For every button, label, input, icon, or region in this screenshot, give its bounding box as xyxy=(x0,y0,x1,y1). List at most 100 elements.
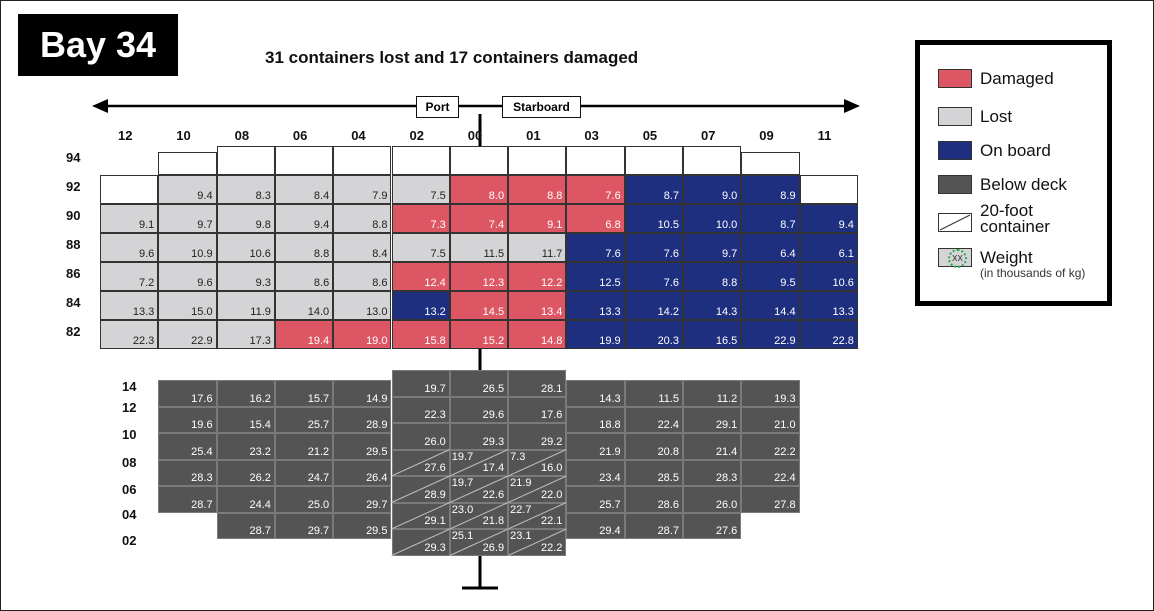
below-deck-container: 23.4 xyxy=(566,459,625,486)
below-deck-container: 22.3 xyxy=(391,396,450,423)
below-deck-container: 24.7 xyxy=(274,459,334,486)
below-deck-container: 28.9 xyxy=(391,476,450,503)
below-deck-container: 26.4 xyxy=(333,459,392,486)
below-deck-container: 28.7 xyxy=(216,512,275,539)
container-cell: 12.5 xyxy=(566,262,625,291)
arrow-left-head xyxy=(92,99,108,113)
container-cell: 14.5 xyxy=(449,291,509,320)
below-deck-container: 26.0 xyxy=(683,486,742,513)
below-deck-container: 17.6 xyxy=(508,396,567,423)
container-cell: 7.6 xyxy=(624,233,683,262)
container-cell: 9.1 xyxy=(508,204,567,233)
below-deck-container: 14.9 xyxy=(333,380,392,407)
below-deck-container: 29.7 xyxy=(274,512,334,539)
below-deck-container: 22.4 xyxy=(624,406,683,433)
container-slot xyxy=(508,146,567,175)
container-slot xyxy=(449,146,509,175)
column-label: 04 xyxy=(351,128,366,143)
below-deck-container: 17.6 xyxy=(158,380,217,407)
tier-label: 94 xyxy=(66,150,81,165)
container-cell: 7.6 xyxy=(566,175,625,204)
container-cell: 14.4 xyxy=(741,291,800,320)
container-cell: 22.8 xyxy=(799,320,858,349)
container-cell xyxy=(799,175,858,204)
below-deck-container: 25.7 xyxy=(274,406,334,433)
below-deck-container: 24.4 xyxy=(216,486,275,513)
container-cell: 8.9 xyxy=(741,175,800,204)
tier-label: 82 xyxy=(66,324,81,339)
below-deck-container: 28.6 xyxy=(624,486,683,513)
twenty-foot-weight: 22.7 xyxy=(510,503,532,516)
container-cell: 8.4 xyxy=(333,233,392,262)
container-cell: 7.9 xyxy=(333,175,392,204)
column-label: 02 xyxy=(409,128,424,143)
container-cell: 8.8 xyxy=(683,262,742,291)
container-cell: 17.3 xyxy=(216,320,275,349)
container-slot xyxy=(683,146,742,175)
legend-lost-label: Lost xyxy=(980,107,1013,126)
container-slot xyxy=(158,152,217,175)
below-deck-container: 20.8 xyxy=(624,433,683,460)
container-cell: 22.9 xyxy=(741,320,800,349)
below-deck-container: 26.5 xyxy=(449,370,509,397)
tier-label: 92 xyxy=(66,179,81,194)
tier-label: 88 xyxy=(66,237,81,252)
hold-tier-label: 08 xyxy=(122,455,137,470)
below-deck-container: 29.2 xyxy=(508,423,567,450)
container-cell: 15.2 xyxy=(449,320,509,349)
below-deck-container: 25.4 xyxy=(158,433,217,460)
container-cell: 9.6 xyxy=(158,262,217,291)
container-cell xyxy=(100,175,159,204)
below-deck-container: 29.6 xyxy=(449,396,509,423)
twenty-foot-weight: 23.0 xyxy=(451,503,474,516)
container-cell: 9.7 xyxy=(683,233,742,262)
container-cell: 13.3 xyxy=(799,291,858,320)
arrow-right-head xyxy=(844,99,860,113)
below-deck-container: 28.5 xyxy=(624,459,683,486)
container-slot xyxy=(624,146,683,175)
container-cell: 8.3 xyxy=(216,175,275,204)
container-cell: 8.0 xyxy=(449,175,509,204)
container-cell: 14.3 xyxy=(683,291,742,320)
twenty-foot-icon xyxy=(938,213,972,232)
twenty-foot-divider xyxy=(507,475,567,503)
container-cell: 7.4 xyxy=(449,204,509,233)
column-label: 05 xyxy=(642,128,658,143)
below-deck-container: 21.2 xyxy=(274,433,334,460)
below-deck-container: 11.5 xyxy=(624,380,683,407)
container-cell: 14.2 xyxy=(624,291,683,320)
container-cell: 8.6 xyxy=(274,262,334,291)
twenty-foot-divider xyxy=(507,528,567,556)
container-cell: 7.5 xyxy=(391,233,450,262)
container-cell: 6.4 xyxy=(741,233,800,262)
container-slot xyxy=(566,146,625,175)
column-label: 01 xyxy=(526,128,541,143)
container-cell: 20.3 xyxy=(624,320,683,349)
below-deck-container: 29.3 xyxy=(449,423,509,450)
container-cell: 9.4 xyxy=(274,204,334,233)
container-cell: 13.3 xyxy=(566,291,625,320)
container-cell: 19.9 xyxy=(566,320,625,349)
below-deck-container: 16.2 xyxy=(216,380,275,407)
twenty-foot-divider xyxy=(391,475,451,503)
below-deck-container: 29.5 xyxy=(333,433,392,460)
column-label: 07 xyxy=(701,128,716,143)
below-deck-container: 21.9 xyxy=(566,433,625,460)
container-cell: 8.8 xyxy=(508,175,567,204)
below-deck-container: 21.4 xyxy=(683,433,742,460)
container-cell: 9.6 xyxy=(100,233,159,262)
twenty-foot-divider xyxy=(449,528,509,556)
below-deck-container: 19.7 xyxy=(391,370,450,397)
hold-tier-label: 12 xyxy=(122,400,137,415)
hold-tier-label: 04 xyxy=(122,507,137,522)
below-deck-container: 29.1 xyxy=(683,406,742,433)
container-cell: 19.0 xyxy=(333,320,392,349)
tier-label: 86 xyxy=(66,266,81,281)
container-cell: 10.0 xyxy=(683,204,742,233)
legend-weight-sub: (in thousands of kg) xyxy=(980,266,1086,280)
container-cell: 10.6 xyxy=(216,233,275,262)
below-deck-container: 28.9 xyxy=(333,406,392,433)
container-cell: 11.9 xyxy=(216,291,275,320)
